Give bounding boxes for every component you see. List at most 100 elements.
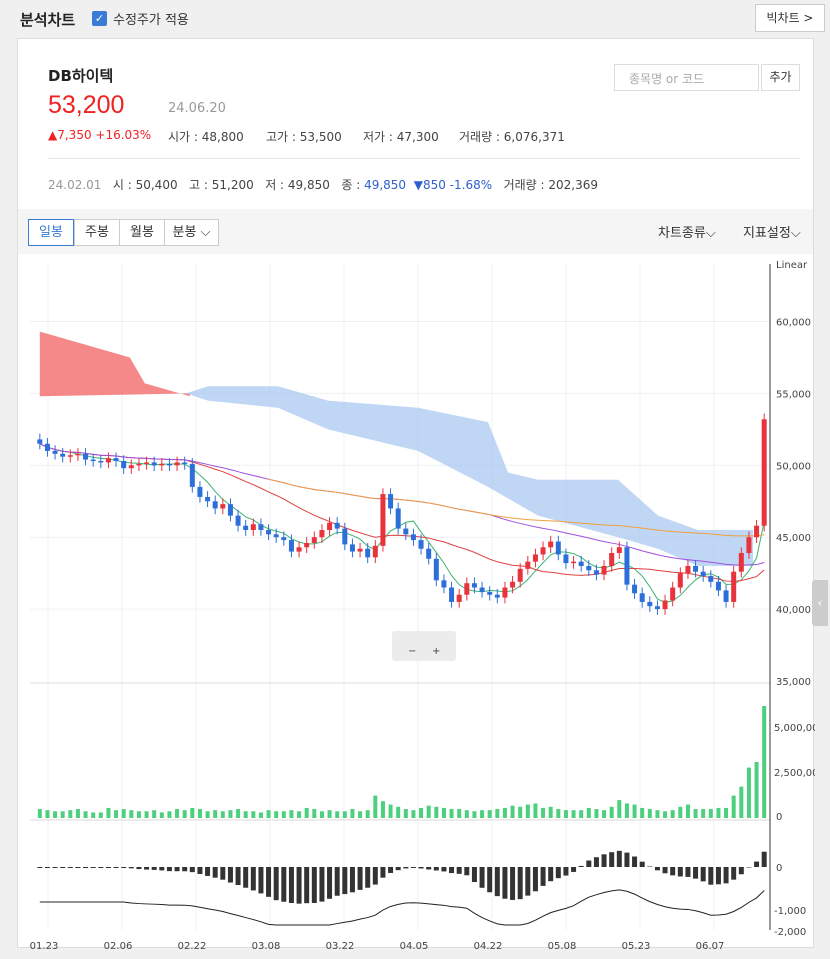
volume-bar: [358, 811, 363, 818]
price-tick: 45,000: [776, 533, 811, 544]
macd-bar: [471, 867, 477, 883]
candle: [616, 547, 622, 554]
macd-bar: [197, 867, 203, 874]
volume-bar: [220, 811, 225, 818]
macd-bar: [388, 867, 394, 873]
price-tick: 35,000: [776, 677, 811, 688]
macd-bar: [525, 867, 531, 896]
macd-bar: [487, 867, 493, 893]
volume-bar: [632, 804, 637, 818]
volume-bar: [121, 809, 126, 818]
candle: [708, 576, 714, 582]
volume-bar: [457, 809, 462, 818]
candle: [357, 548, 363, 552]
candle: [654, 606, 660, 610]
candle: [136, 463, 142, 466]
candle: [75, 453, 81, 456]
search-input[interactable]: 종목명 or 코드: [614, 64, 759, 91]
volume-bar: [236, 809, 241, 818]
indicator-menu[interactable]: 지표설정⌵: [743, 226, 801, 241]
macd-bar: [426, 867, 432, 870]
candle: [388, 494, 394, 509]
volume-bar: [594, 809, 599, 818]
candle: [464, 583, 470, 595]
side-panel-toggle[interactable]: ‹: [812, 580, 828, 626]
chevron-down-icon: ⌵: [790, 226, 801, 241]
candle: [281, 537, 287, 541]
volume-bar: [197, 809, 202, 818]
candle: [227, 504, 233, 516]
macd-bar: [632, 856, 638, 867]
volume-bar: [525, 804, 530, 818]
candle: [693, 565, 699, 572]
macd-bar: [98, 867, 104, 868]
volume-bar: [68, 810, 73, 818]
macd-bar: [731, 867, 737, 880]
candle: [471, 583, 477, 588]
candle: [90, 459, 96, 462]
macd-bar: [502, 867, 508, 899]
macd-bar: [548, 867, 554, 882]
volume-bar: [708, 809, 713, 818]
macd-bar: [662, 867, 668, 874]
volume-bar: [190, 807, 195, 818]
macd-bar: [494, 867, 500, 897]
volume-bar: [441, 807, 446, 818]
volume-bar: [548, 806, 553, 818]
x-tick: 05.23: [622, 941, 651, 949]
add-button[interactable]: 추가: [761, 64, 800, 91]
candle: [746, 537, 752, 554]
macd-bar: [105, 867, 111, 868]
macd-bar: [357, 867, 363, 890]
macd-bar: [761, 851, 767, 867]
big-chart-button[interactable]: 빅차트 >: [755, 4, 825, 32]
macd-bar: [517, 867, 523, 900]
macd-bar: [479, 867, 485, 888]
volume-bar: [647, 809, 652, 818]
volume-tick: 0: [776, 812, 782, 823]
candle: [510, 581, 516, 588]
tab-daily[interactable]: 일봉: [28, 219, 74, 246]
high-price: 고가 : 53,500: [266, 130, 342, 144]
tab-weekly[interactable]: 주봉: [74, 219, 120, 246]
macd-bar: [624, 852, 630, 867]
price-change: ▲7,350 +16.03%: [48, 128, 152, 142]
open-price: 시가 : 48,800: [168, 130, 244, 144]
volume-bar: [75, 809, 80, 818]
adjusted-price-checkbox[interactable]: ✓ 수정주가 적용: [92, 9, 189, 28]
volume-bar: [83, 811, 88, 818]
candle: [266, 530, 272, 535]
tab-monthly[interactable]: 월봉: [119, 219, 165, 246]
volume-bar: [579, 810, 584, 818]
volume-bar: [434, 806, 439, 818]
candle: [601, 565, 607, 575]
candle: [731, 571, 737, 602]
volume-bar: [205, 811, 210, 818]
volume-bar: [624, 803, 629, 818]
volume-bar: [91, 812, 96, 818]
candle: [182, 462, 188, 464]
zoom-control[interactable]: [392, 631, 456, 661]
macd-bar: [616, 850, 622, 867]
volume-bar: [182, 810, 187, 818]
volume-bar: [289, 810, 294, 818]
price-date: 24.06.20: [168, 101, 226, 116]
macd-bar: [174, 867, 180, 872]
macd-bar: [205, 867, 211, 876]
tab-minute[interactable]: 분봉 ⌵: [164, 219, 219, 246]
candle: [105, 458, 111, 463]
volume-bar: [724, 807, 729, 818]
volume-bar: [60, 811, 65, 818]
candle: [273, 534, 279, 538]
macd-bar: [723, 867, 729, 884]
volume-bar: [312, 809, 317, 818]
chart-type-menu[interactable]: 차트종류⌵: [658, 226, 716, 241]
candle: [98, 460, 104, 463]
candle: [395, 508, 401, 529]
volume-bar: [342, 811, 347, 818]
macd-bar: [593, 857, 599, 867]
stock-chart[interactable]: Linear 60,000 55,000 50,000 45,000 40,000 35,0…: [18, 254, 815, 949]
volume-bar: [678, 806, 683, 818]
volume-bar: [502, 807, 507, 818]
candle: [456, 594, 462, 602]
